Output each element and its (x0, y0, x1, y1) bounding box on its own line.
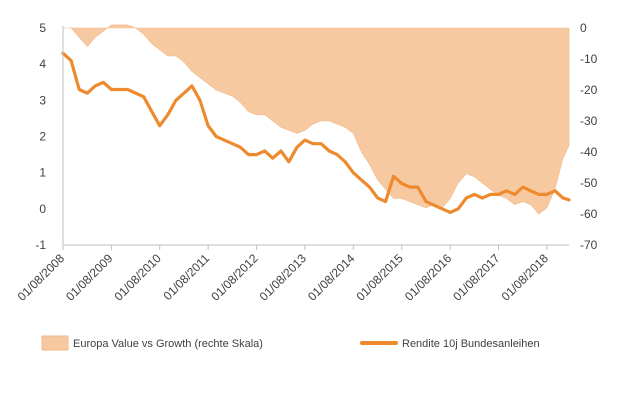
x-tick-label: 01/08/2010 (111, 251, 164, 304)
x-tick-label: 01/08/2016 (402, 251, 455, 304)
value-growth-area (63, 24, 570, 215)
x-tick-label: 01/08/2013 (257, 251, 310, 304)
legend-label-value-growth: Europa Value vs Growth (rechte Skala) (73, 338, 263, 350)
x-tick-label: 01/08/2015 (353, 251, 406, 304)
right-tick-label: -60 (580, 207, 598, 221)
legend: Europa Value vs Growth (rechte Skala) Re… (41, 335, 540, 351)
legend-swatch-value-growth (41, 335, 69, 351)
left-tick-label: -1 (35, 238, 46, 252)
x-tick-label: 01/08/2011 (160, 251, 212, 303)
left-tick-label: 0 (39, 202, 46, 216)
x-tick-label: 01/08/2014 (305, 251, 358, 304)
right-tick-label: -20 (580, 83, 598, 97)
left-tick-label: 1 (39, 166, 46, 180)
left-tick-label: 2 (39, 130, 46, 144)
bund-yield-line (61, 51, 571, 214)
x-tick-label: 01/08/2012 (208, 251, 261, 304)
left-tick-label: 4 (39, 57, 46, 71)
legend-label-bund-yield: Rendite 10j Bundesanleihen (402, 338, 540, 350)
x-tick-label: 01/08/2009 (63, 251, 116, 304)
left-tick-label: 5 (39, 21, 46, 35)
right-tick-label: -10 (580, 52, 598, 66)
right-tick-label: -70 (580, 238, 598, 252)
x-tick-label: 01/08/2008 (15, 251, 68, 304)
right-tick-label: -40 (580, 145, 598, 159)
left-tick-label: 3 (39, 93, 46, 107)
right-tick-label: 0 (580, 21, 587, 35)
x-tick-label: 01/08/2018 (499, 251, 552, 304)
area-layer (63, 24, 570, 215)
line-layer (61, 51, 571, 214)
right-tick-label: -30 (580, 114, 598, 128)
right-tick-label: -50 (580, 176, 598, 190)
x-tick-label: 01/08/2017 (450, 251, 503, 304)
